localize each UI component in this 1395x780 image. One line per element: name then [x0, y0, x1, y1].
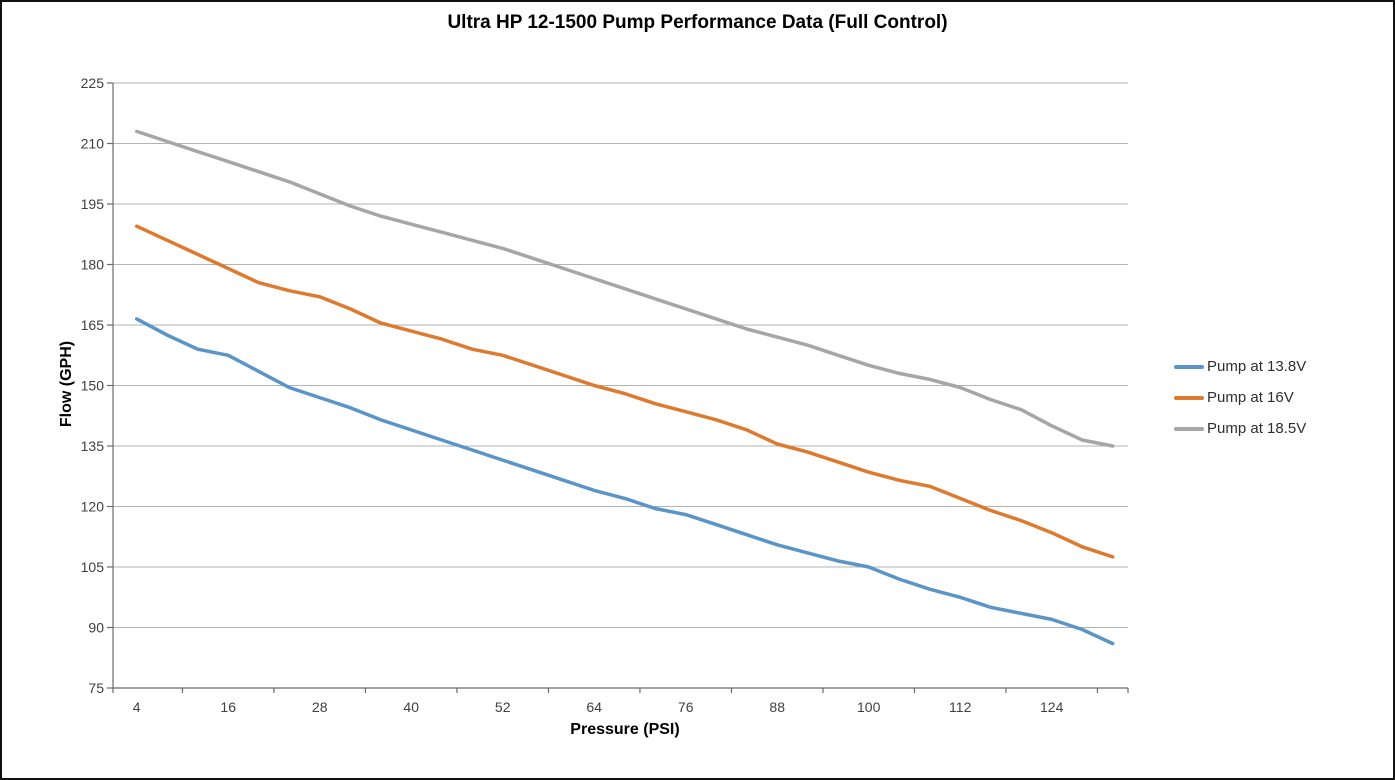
legend-line-swatch-orange — [1174, 395, 1204, 400]
series-line-pump-at-13-8v — [134, 317, 1115, 646]
legend-label: Pump at 13.8V — [1207, 358, 1307, 375]
y-tick-label: 120 — [81, 499, 105, 515]
x-tick-label: 4 — [133, 699, 141, 715]
x-tick-label: 64 — [586, 699, 602, 715]
legend-label: Pump at 16V — [1207, 389, 1294, 406]
x-tick-label: 112 — [949, 699, 972, 715]
y-tick-label: 90 — [88, 620, 104, 636]
x-tick-label: 40 — [403, 699, 419, 715]
legend-item-16v: Pump at 16V — [1174, 389, 1306, 406]
y-tick-label: 225 — [81, 75, 105, 91]
y-tick-label: 180 — [81, 257, 105, 273]
y-tick-label: 150 — [81, 378, 105, 394]
legend: Pump at 13.8V Pump at 16V Pump at 18.5V — [1174, 358, 1306, 437]
chart-title: Ultra HP 12-1500 Pump Performance Data (… — [447, 12, 948, 33]
y-tick-label: 135 — [81, 438, 105, 454]
legend-item-18-5v: Pump at 18.5V — [1174, 420, 1306, 437]
y-tick-label: 210 — [81, 136, 105, 152]
x-tick-label: 52 — [495, 699, 511, 715]
y-tick-label: 105 — [81, 559, 105, 575]
x-tick-label: 16 — [220, 699, 236, 715]
y-tick-label: 75 — [88, 680, 104, 696]
y-tick-label: 195 — [81, 196, 105, 212]
y-tick-label: 165 — [81, 317, 105, 333]
x-tick-label: 124 — [1040, 699, 1064, 715]
x-tick-label: 76 — [678, 699, 694, 715]
y-axis-title: Flow (GPH) — [58, 340, 75, 428]
x-axis-title: Pressure (PSI) — [570, 721, 680, 738]
series-line-pump-at-18-5v — [134, 129, 1115, 448]
x-tick-label: 100 — [857, 699, 881, 715]
legend-line-swatch-blue — [1174, 364, 1204, 369]
x-tick-label: 88 — [769, 699, 785, 715]
legend-line-swatch-gray — [1174, 426, 1204, 431]
legend-item-13-8v: Pump at 13.8V — [1174, 358, 1306, 375]
x-tick-label: 28 — [312, 699, 328, 715]
legend-label: Pump at 18.5V — [1207, 420, 1307, 437]
series-line-pump-at-16v — [134, 224, 1115, 559]
